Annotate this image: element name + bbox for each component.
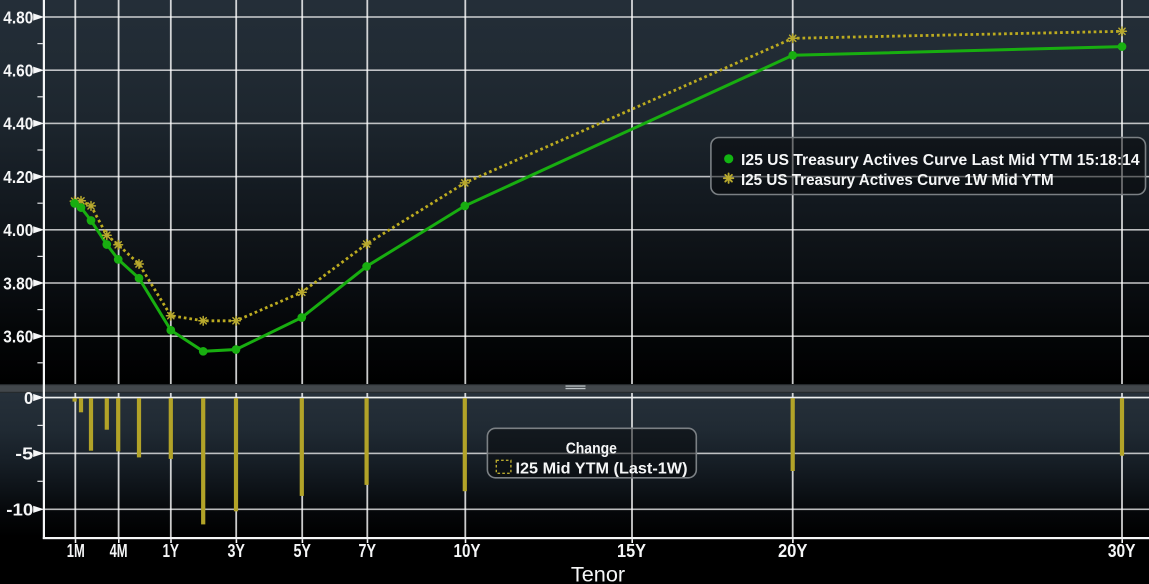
svg-text:0: 0 bbox=[24, 388, 34, 408]
svg-text:20Y: 20Y bbox=[778, 541, 808, 561]
svg-text:3Y: 3Y bbox=[227, 541, 245, 561]
svg-text:I25 Mid YTM (Last-1W): I25 Mid YTM (Last-1W) bbox=[516, 461, 688, 478]
svg-text:10Y: 10Y bbox=[454, 541, 481, 561]
svg-text:-10: -10 bbox=[6, 500, 33, 520]
svg-text:Tenor: Tenor bbox=[571, 563, 625, 584]
svg-text:5Y: 5Y bbox=[293, 541, 311, 561]
svg-text:4.00: 4.00 bbox=[3, 220, 33, 240]
svg-text:I25 US Treasury Actives Curve: I25 US Treasury Actives Curve 1W Mid YTM bbox=[741, 172, 1054, 189]
svg-text:3.80: 3.80 bbox=[3, 273, 33, 293]
svg-text:4.40: 4.40 bbox=[3, 114, 33, 134]
svg-text:4.80: 4.80 bbox=[3, 7, 33, 27]
svg-text:4M: 4M bbox=[110, 541, 128, 561]
svg-text:30Y: 30Y bbox=[1108, 541, 1136, 561]
svg-text:Change: Change bbox=[566, 441, 617, 458]
svg-text:4.20: 4.20 bbox=[3, 167, 33, 187]
svg-text:I25 US Treasury Actives Curve: I25 US Treasury Actives Curve Last Mid Y… bbox=[741, 152, 1140, 169]
svg-text:3.60: 3.60 bbox=[3, 327, 33, 347]
svg-text:1M: 1M bbox=[67, 541, 85, 561]
svg-text:-5: -5 bbox=[15, 444, 33, 464]
svg-text:4.60: 4.60 bbox=[3, 61, 33, 81]
svg-text:1Y: 1Y bbox=[163, 541, 180, 561]
svg-text:7Y: 7Y bbox=[359, 541, 377, 561]
svg-text:15Y: 15Y bbox=[617, 541, 646, 561]
